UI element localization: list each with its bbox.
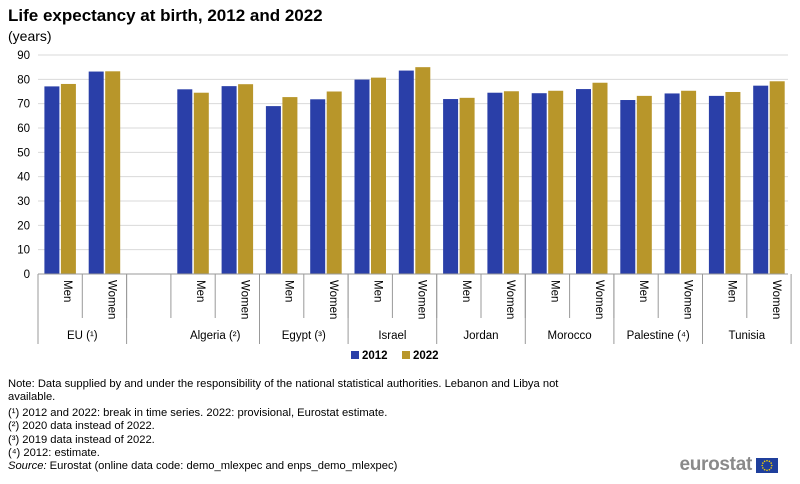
y-tick-label: 70 [17,99,30,111]
category-sublabel: Women [327,280,339,319]
bar-2022 [371,77,386,274]
y-tick-label: 90 [17,50,30,62]
bar-chart: 0 10 20 30 40 50 60 70 80 90 Men Women EU (¹) Men Wome… [17,50,792,362]
group-label: Egypt (³) [282,330,326,342]
group-label: Israel [378,330,406,342]
flag-star [763,460,766,462]
notes-section: Note: Data supplied by and under the res… [8,378,608,474]
source-line: Source: Eurostat (online data code: demo… [8,460,608,473]
category-sublabel: Women [238,280,250,319]
y-tick-label: 80 [17,74,30,86]
category-sublabel: Men [61,280,73,302]
source-text: Eurostat (online data code: demo_mlexpec… [46,460,398,473]
bar-2022 [725,91,741,274]
category-sublabel: Men [283,280,295,302]
group-label: EU (¹) [67,330,98,342]
category-sublabel: Women [504,280,516,319]
legend-swatch-2012 [351,351,359,359]
eu-flag-icon [756,457,778,473]
category-sublabel: Women [105,280,117,319]
bar-2022 [548,90,564,275]
chart-title: Life expectancy at birth, 2012 and 2022 [8,6,323,25]
category-sublabel: Men [548,280,560,302]
bar-2012 [576,89,591,274]
y-tick-label: 60 [17,123,30,135]
legend-swatch-2022 [402,351,410,359]
y-tick-label: 20 [17,220,30,232]
y-tick-label: 40 [17,172,30,184]
category-sublabel: Women [681,280,693,319]
bar-2012 [664,93,680,275]
footnote: (⁴) 2012: estimate. [8,447,100,460]
chart-subtitle: (years) [8,28,52,44]
footnote: (¹) 2012 and 2022: break in time series.… [8,406,388,419]
bar-2022 [592,82,608,275]
y-tick-label: 50 [17,147,30,159]
bar-2012 [487,92,503,274]
y-tick-label: 30 [17,196,30,208]
group-label: Jordan [463,330,498,342]
category-sublabel: Women [593,280,605,319]
group-label: Algeria (²) [190,330,241,342]
bar-2022 [326,91,342,274]
group-label: Morocco [548,330,592,342]
flag-star [771,464,773,466]
bar-2022 [282,97,298,274]
flag-star [770,466,772,469]
footnote: (²) 2020 data instead of 2022. [8,420,155,433]
category-sublabel: Women [416,280,428,319]
footnote: (³) 2019 data instead of 2022. [8,433,155,446]
category-sublabel: Men [460,280,472,302]
flag-star [762,461,764,464]
bar-2022 [193,92,209,274]
bar-2022 [636,95,652,274]
bar-2022 [769,81,785,274]
legend-label: 2012 [362,350,388,362]
logo-text: eurostat [679,454,752,475]
category-sublabel: Men [194,280,206,302]
note-text: Note: Data supplied by and under the res… [8,378,559,404]
flag-star [763,468,766,470]
group-label: Palestine (⁴) [627,330,690,342]
category-sublabel: Men [637,280,649,302]
y-tick-label: 0 [24,269,30,281]
bar-2022 [238,84,254,274]
flag-star [768,460,771,462]
bar-2022 [503,91,519,274]
bar-2012 [753,85,769,274]
bar-2022 [681,90,697,275]
bar-2012 [221,86,237,274]
bar-2022 [60,83,76,274]
flag-star [766,459,768,461]
bar-2022 [459,97,475,275]
bar-2022 [415,67,431,275]
group-label: Tunisia [728,330,765,342]
flag-background [756,457,778,473]
flag-star [761,464,763,466]
source-label: Source: [8,460,47,473]
flag-star [770,461,772,464]
bar-2012 [708,95,724,274]
flag-star [762,466,764,469]
category-sublabel: Women [770,280,782,319]
flag-star [768,468,771,470]
bar-2012 [531,93,547,274]
bar-2012 [88,71,104,275]
bar-2012 [354,79,370,275]
bar-2012 [620,100,636,275]
bar-2012 [398,70,414,274]
bar-2012 [265,106,281,274]
category-sublabel: Men [371,280,383,302]
bar-2022 [105,71,121,274]
eurostat-logo: eurostat [679,454,778,476]
bar-2012 [310,99,326,274]
bar-2012 [177,89,193,274]
y-tick-label: 10 [17,245,30,257]
legend-label: 2022 [413,350,439,362]
category-sublabel: Men [726,280,738,302]
flag-star [766,469,768,471]
bar-2012 [443,99,459,274]
bar-2012 [44,86,60,274]
